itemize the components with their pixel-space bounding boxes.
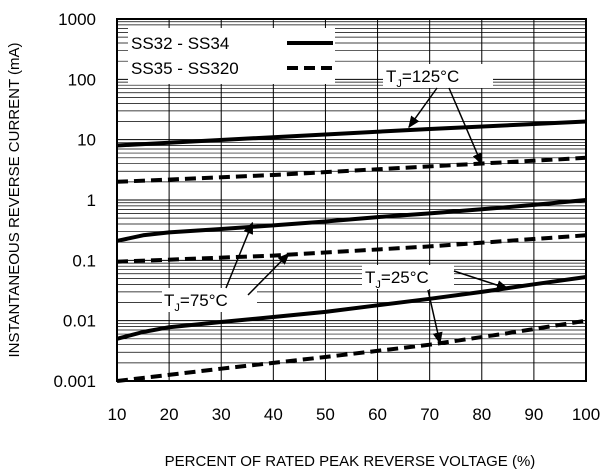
x-tick-label: 70	[420, 405, 439, 424]
annotation-box	[162, 288, 257, 312]
annotation-label: TJ=125°C	[386, 67, 459, 90]
legend-label: SS32 - SS34	[131, 34, 229, 53]
x-tick-label: 30	[212, 405, 231, 424]
plot-frame	[116, 18, 587, 382]
x-tick-label: 50	[316, 405, 335, 424]
legend: SS32 - SS34 SS35 - SS320	[128, 28, 335, 84]
legend-label: SS35 - SS320	[131, 59, 239, 78]
x-tick-label: 20	[160, 405, 179, 424]
annotation-arrow	[247, 252, 290, 296]
y-tick-label: 0.001	[53, 372, 96, 391]
annotation-box	[362, 265, 454, 289]
y-tick-label: 100	[68, 70, 96, 89]
x-tick-label: 90	[524, 405, 543, 424]
annotation-arrow	[427, 289, 443, 345]
y-axis-title: INSTANTANEOUS REVERSE CURRENT (mA)	[6, 42, 23, 357]
series-line-solid-tj75	[116, 198, 587, 243]
legend-box	[128, 28, 335, 84]
tick-labels: 10 20 30 40 50 60 70 80 90 100 0.001 0.01 0.1 1 10 100 1…	[53, 10, 600, 424]
annotations: TJ=125°C TJ=75°C TJ=25°C	[162, 64, 509, 345]
y-tick-label: 10	[77, 131, 96, 150]
x-tick-label: 100	[572, 405, 600, 424]
x-tick-label: 60	[368, 405, 387, 424]
series-line-dashed-tj125	[116, 155, 587, 184]
series-line-solid-tj125	[116, 119, 587, 148]
annotation-arrow	[225, 221, 254, 289]
y-tick-label: 0.01	[63, 312, 96, 331]
annotation-label: TJ=25°C	[365, 268, 429, 291]
annotation-arrow	[453, 270, 509, 290]
x-tick-label: 40	[264, 405, 283, 424]
series-line-dashed-tj25	[116, 318, 587, 383]
series-line-dashed-tj75	[116, 233, 587, 264]
y-tick-label: 0.1	[72, 251, 96, 270]
x-tick-label: 10	[108, 405, 127, 424]
x-axis-title: PERCENT OF RATED PEAK REVERSE VOLTAGE (%…	[165, 453, 536, 470]
y-tick-label: 1000	[58, 10, 96, 29]
x-tick-label: 80	[472, 405, 491, 424]
annotation-label: TJ=75°C	[164, 291, 228, 314]
y-tick-label: 1	[87, 191, 96, 210]
annotation-arrow	[448, 87, 483, 166]
annotation-arrow	[408, 87, 438, 129]
annotation-box	[383, 64, 493, 88]
